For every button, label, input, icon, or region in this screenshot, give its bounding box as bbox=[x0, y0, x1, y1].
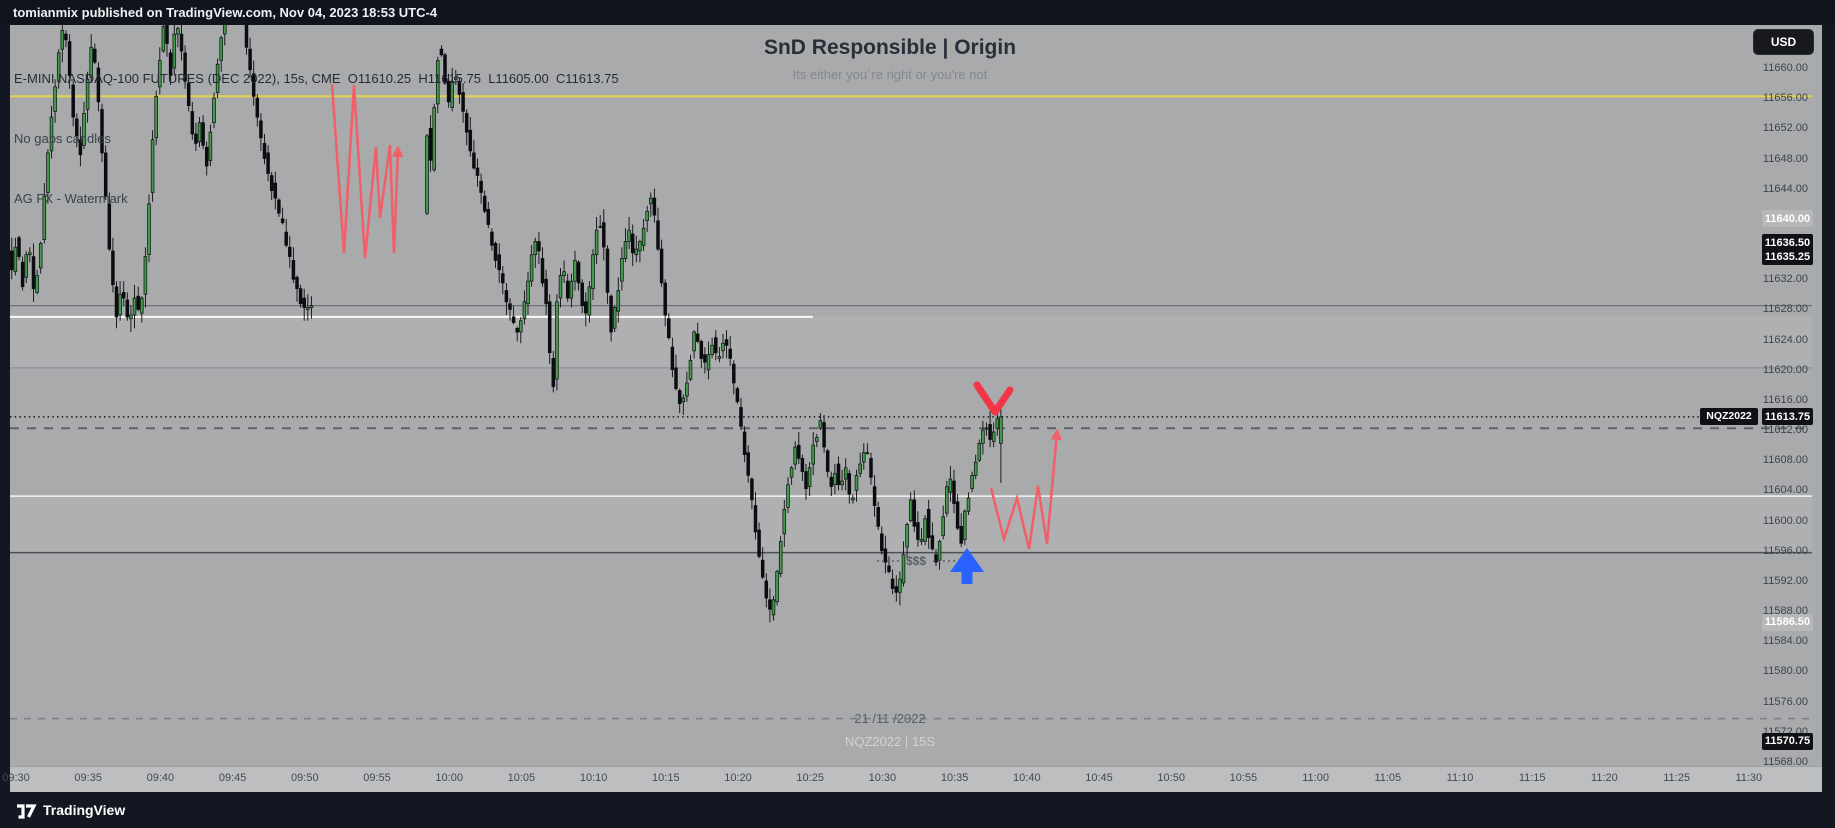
price-badge: 11586.50 bbox=[1762, 613, 1813, 631]
time-tick: 11:20 bbox=[1591, 772, 1618, 784]
attribution-text: tomianmix published on TradingView.com, … bbox=[13, 5, 438, 20]
price-tick: 11632.00 bbox=[1762, 273, 1808, 286]
time-tick: 10:45 bbox=[1085, 772, 1113, 784]
price-tick: 11648.00 bbox=[1762, 152, 1808, 165]
price-tick: 11612.00 bbox=[1762, 424, 1808, 437]
attribution-bar: tomianmix published on TradingView.com, … bbox=[0, 0, 1835, 25]
time-tick: 10:00 bbox=[435, 772, 463, 784]
price-tick: 11656.00 bbox=[1762, 92, 1808, 105]
time-axis[interactable] bbox=[10, 766, 1822, 792]
indicator-no-gaps-candles: No gaps candles bbox=[14, 131, 111, 146]
time-tick: 11:25 bbox=[1663, 772, 1690, 784]
time-tick: 10:30 bbox=[868, 772, 897, 784]
price-tick: 11608.00 bbox=[1762, 454, 1808, 467]
time-tick: 11:05 bbox=[1374, 772, 1402, 784]
chart-title-block: SnD Responsible | Origin Its either you´… bbox=[764, 36, 1016, 82]
time-tick: 11:30 bbox=[1735, 772, 1763, 784]
price-tick: 11644.00 bbox=[1762, 182, 1808, 195]
price-tick: 11580.00 bbox=[1762, 665, 1808, 678]
currency-button[interactable]: USD bbox=[1753, 29, 1814, 55]
time-tick: 10:25 bbox=[796, 772, 824, 784]
chart-subtitle: Its either you´re right or you're not bbox=[792, 67, 988, 82]
symbol-legend[interactable]: E-MINI NASDAQ-100 FUTURES (DEC 2022), 15… bbox=[14, 29, 619, 229]
symbol-watermark: NQZ2022 | 15S bbox=[844, 734, 936, 749]
price-tick: 11576.00 bbox=[1762, 695, 1808, 708]
price-tick: 11584.00 bbox=[1762, 635, 1808, 648]
time-tick: 10:40 bbox=[1013, 772, 1041, 784]
indicator-watermark: AG FX - Watermark bbox=[14, 191, 128, 206]
right-edge bbox=[1822, 25, 1835, 828]
time-tick: 09:35 bbox=[74, 772, 102, 784]
footer-bar: TradingView bbox=[0, 792, 1835, 828]
symbol-price-badge: NQZ2022 bbox=[1700, 408, 1758, 426]
tradingview-logo-text[interactable]: TradingView bbox=[43, 802, 126, 818]
time-tick: 10:15 bbox=[652, 772, 680, 784]
price-tick: 11616.00 bbox=[1762, 393, 1808, 406]
time-tick: 11:15 bbox=[1518, 772, 1546, 784]
time-tick: 11:10 bbox=[1446, 772, 1474, 784]
price-tick: 11568.00 bbox=[1762, 756, 1808, 768]
time-tick: 10:20 bbox=[724, 772, 752, 784]
time-tick: 10:55 bbox=[1229, 772, 1258, 784]
price-tick: 11596.00 bbox=[1762, 544, 1808, 557]
price-tick: 11600.00 bbox=[1762, 514, 1808, 527]
left-edge bbox=[0, 25, 10, 828]
price-badge: 11613.75 bbox=[1762, 408, 1813, 426]
money-annotation: $$$ bbox=[905, 554, 927, 568]
time-tick: 10:05 bbox=[507, 772, 536, 784]
time-tick: 10:35 bbox=[940, 772, 969, 784]
price-tick: 11604.00 bbox=[1762, 484, 1808, 497]
tradingview-logo-icon[interactable] bbox=[15, 800, 37, 820]
time-tick: 09:55 bbox=[363, 772, 391, 784]
price-tick: 11620.00 bbox=[1762, 363, 1808, 376]
price-tick: 11660.00 bbox=[1762, 62, 1808, 74]
time-tick: 09:30 bbox=[2, 772, 30, 784]
price-badge: 11636.50 11635.25 bbox=[1762, 234, 1813, 266]
date-separator-label: 21 /11 /2022 bbox=[854, 711, 926, 726]
price-badge: 11640.00 bbox=[1762, 210, 1813, 228]
time-tick: 09:50 bbox=[291, 772, 319, 784]
price-tick: 11624.00 bbox=[1762, 333, 1808, 346]
price-badge: 11570.75 bbox=[1762, 732, 1813, 750]
price-tick: 11592.00 bbox=[1762, 574, 1808, 587]
time-tick: 09:45 bbox=[218, 772, 247, 784]
chart-title: SnD Responsible | Origin bbox=[763, 36, 1017, 59]
time-tick: 10:10 bbox=[579, 772, 608, 784]
time-tick: 10:50 bbox=[1157, 772, 1185, 784]
time-tick: 11:00 bbox=[1302, 772, 1329, 784]
price-tick: 11628.00 bbox=[1762, 303, 1808, 316]
symbol-ohlc-line: E-MINI NASDAQ-100 FUTURES (DEC 2022), 15… bbox=[14, 71, 619, 86]
price-tick: 11652.00 bbox=[1762, 122, 1808, 135]
time-tick: 09:40 bbox=[146, 772, 175, 784]
